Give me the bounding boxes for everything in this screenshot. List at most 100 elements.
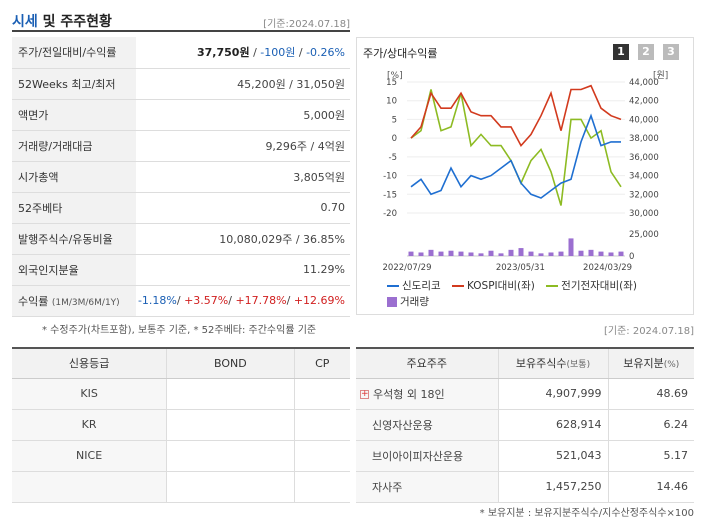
cp-cell (294, 378, 350, 410)
chart-legend: 신도리코 KOSPI대비(좌) 전기전자대비(좌) 거래량 (387, 278, 687, 310)
table-row: 시가총액 3,805억원 (12, 161, 350, 193)
table-row: 거래량/거래대금 9,296주 / 4억원 (12, 130, 350, 162)
row-label: 외국인지분율 (12, 254, 136, 286)
y-right-tick-label: 38,000 (629, 134, 659, 144)
column-header: 보유지분(%) (608, 348, 694, 379)
table-row: 발행주식수/유동비율 10,080,029주 / 36.85% (12, 223, 350, 255)
x-tick-label: 2022/07/29 (383, 263, 432, 273)
legend-square-icon (387, 297, 397, 307)
bond-cell (166, 440, 295, 472)
row-label: 거래량/거래대금 (12, 130, 136, 162)
x-tick-label: 2023/05/31 (496, 263, 545, 273)
volume-bar (578, 250, 584, 256)
legend-item-kospi: KOSPI대비(좌) (451, 278, 535, 294)
table-row: 외국인지분율 11.29% (12, 254, 350, 286)
y-right-tick-label: 32,000 (629, 190, 659, 200)
volume-bar (448, 250, 454, 256)
left-axis-unit: [%] (387, 71, 403, 81)
y-left-tick-label: -10 (383, 172, 397, 182)
volume-bar (538, 253, 544, 256)
legend-item-volume: 거래량 (387, 294, 429, 310)
y-right-tick-label: 44,000 (629, 78, 659, 88)
holder-name-cell: 자사주 (356, 471, 499, 503)
price-value: 37,750원 / -100원 / -0.26% (136, 37, 350, 69)
row-label: 시가총액 (12, 161, 136, 193)
table-row: KR (12, 409, 350, 441)
volume-bar (528, 251, 534, 256)
volume-tick-label: 25,000 (629, 230, 659, 240)
shares-cell: 628,914 (498, 409, 609, 441)
agency-cell: NICE (12, 440, 168, 472)
column-header: CP (294, 348, 350, 379)
row-value: 3,805억원 (136, 161, 350, 193)
agency-cell: KIS (12, 378, 168, 410)
volume-tick-label: 0 (629, 252, 634, 262)
table-row: KIS (12, 378, 350, 410)
row-label: 52Weeks 최고/최저 (12, 68, 136, 100)
chart-page-1-button[interactable]: 1 (613, 44, 629, 60)
y-left-tick-label: -5 (389, 153, 397, 163)
chart-page-2-button[interactable]: 2 (638, 44, 654, 60)
legend-line-icon (387, 285, 399, 287)
table-row: 브이아이피자산운용 521,043 5.17 (356, 440, 694, 472)
section-title: 시세 및 주주현황 (12, 14, 112, 30)
volume-bar (418, 252, 424, 256)
shares-cell: 521,043 (498, 440, 609, 472)
y-right-tick-label: 40,000 (629, 115, 659, 125)
y-left-tick-label: -15 (383, 190, 397, 200)
y-left-tick-label: -20 (383, 209, 397, 219)
sindoh-line (410, 113, 621, 199)
row-label: 수익률 (1M/3M/6M/1Y) (12, 285, 136, 317)
right-axis-unit: [원] (653, 70, 668, 81)
table-row (12, 471, 350, 503)
volume-bar (518, 248, 524, 256)
legend-item-samsung: 전기전자대비(좌) (546, 278, 637, 294)
table-row: 신영자산운용 628,914 6.24 (356, 409, 694, 441)
row-value: 45,200원 / 31,050원 (136, 68, 350, 100)
section-header: 시세 및 주주현황 [기준:2024.07.18] (12, 8, 350, 32)
holder-name-cell: 신영자산운용 (356, 409, 499, 441)
quote-info-table: 주가/전일대비/수익률 37,750원 / -100원 / -0.26% 52W… (12, 37, 350, 317)
volume-bar (478, 253, 484, 256)
chart-title: 주가/상대수익률 (363, 47, 438, 60)
bond-cell (166, 409, 295, 441)
bond-cell (166, 471, 295, 503)
y-left-tick-label: 5 (392, 115, 397, 125)
holder-name-cell: 브이아이피자산운용 (356, 440, 499, 472)
column-header: BOND (166, 348, 295, 379)
volume-bar (568, 238, 574, 256)
row-value: 5,000원 (136, 99, 350, 131)
volume-bar (498, 253, 504, 256)
y-left-tick-label: 0 (392, 134, 397, 144)
column-header: 신용등급 (12, 348, 168, 379)
legend-item-sindoh: 신도리코 (387, 278, 441, 294)
table-row: 52주베타 0.70 (12, 192, 350, 224)
cp-cell (294, 471, 350, 503)
row-label: 주가/전일대비/수익률 (12, 37, 136, 69)
pct-cell: 48.69 (608, 378, 694, 410)
table-row: 수익률 (1M/3M/6M/1Y) -1.18%/ +3.57%/ +17.78… (12, 285, 350, 317)
column-header: 보유주식수(보통) (498, 348, 609, 379)
footnote: * 수정주가(차트포함), 보통주 기준, * 52주베타: 주간수익률 기준 (42, 325, 317, 336)
volume-bar (558, 251, 564, 256)
shares-cell: 1,457,250 (498, 471, 609, 503)
y-left-tick-label: 15 (386, 78, 397, 88)
chart-canvas: [%] [원] 15 10 5 0 -5 -10 -15 -20 44,000 42,000 40,00… (383, 70, 669, 273)
column-header: 주요주주 (356, 348, 499, 379)
table-row: + 우석형 외 18인 4,907,999 48.69 (356, 378, 694, 410)
volume-bar (588, 249, 594, 256)
volume-bar (598, 251, 604, 256)
major-shareholders-table: 주요주주 보유주식수(보통) 보유지분(%) + 우석형 외 18인 4,907,… (356, 347, 694, 503)
table-header-row: 신용등급 BOND CP (12, 348, 350, 379)
y-left-tick-label: 10 (386, 97, 397, 107)
chart-page-3-button[interactable]: 3 (663, 44, 679, 60)
row-value: 11.29% (136, 254, 350, 286)
shares-cell: 4,907,999 (498, 378, 609, 410)
volume-bar (548, 252, 554, 256)
price-chart-panel: 주가/상대수익률 1 2 3 [%] [원] 15 10 5 0 -5 -10 -15 -20 44… (356, 37, 694, 315)
expand-plus-icon[interactable]: + (360, 389, 369, 399)
legend-line-icon (546, 285, 559, 287)
row-label: 액면가 (12, 99, 136, 131)
table-row: 액면가 5,000원 (12, 99, 350, 131)
volume-bar (438, 251, 444, 256)
